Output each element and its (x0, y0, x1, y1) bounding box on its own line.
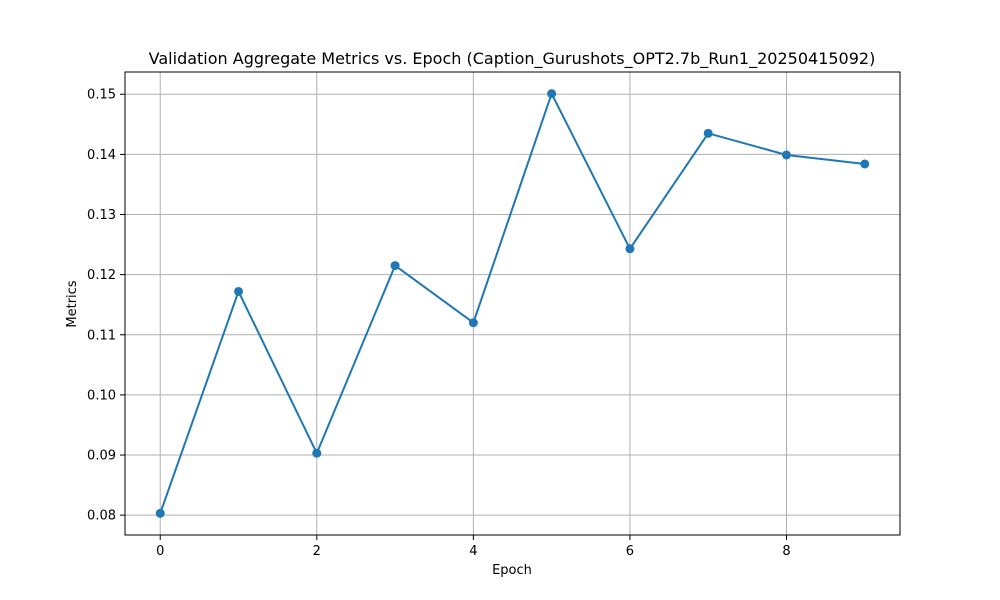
y-tick-label: 0.15 (87, 88, 116, 103)
y-tick-label: 0.13 (87, 208, 116, 223)
x-tick-label: 6 (626, 544, 634, 559)
y-tick-label: 0.14 (87, 148, 116, 163)
data-point (625, 244, 635, 254)
tick-layer: 0 2 4 6 8 0.08 0.09 0.10 0.11 0.12 0.13 0.14 0.15 (87, 88, 791, 559)
chart-title: Validation Aggregate Metrics vs. Epoch (… (149, 49, 876, 69)
data-point (312, 448, 322, 458)
y-tick-label: 0.08 (87, 509, 116, 524)
x-tick-label: 2 (313, 544, 321, 559)
y-tick-label: 0.09 (87, 449, 116, 464)
data-point (155, 508, 165, 518)
x-tick-label: 0 (156, 544, 164, 559)
y-axis-title: Metrics (65, 280, 80, 327)
x-axis-title: Epoch (492, 563, 532, 578)
data-point (468, 318, 478, 328)
data-point (781, 150, 791, 160)
plot-frame (124, 71, 901, 536)
data-point (703, 128, 713, 138)
axes-frame (124, 71, 901, 536)
y-tick-label: 0.10 (87, 388, 116, 403)
x-tick-label: 8 (782, 544, 790, 559)
y-tick-label: 0.12 (87, 268, 116, 283)
y-tick-label: 0.11 (87, 328, 116, 343)
data-point (390, 261, 400, 271)
data-point (547, 89, 557, 99)
grid-lines (125, 72, 900, 535)
series-layer (155, 89, 870, 518)
data-point (234, 286, 244, 296)
data-point (860, 159, 870, 169)
x-tick-label: 4 (469, 544, 477, 559)
series-line (159, 92, 865, 514)
